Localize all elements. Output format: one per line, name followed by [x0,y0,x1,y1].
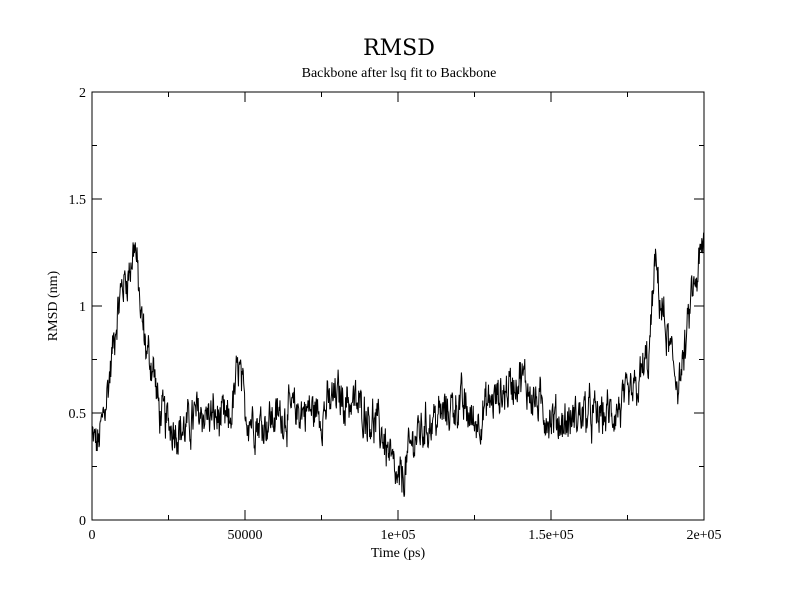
x-tick-label: 1e+05 [380,528,415,543]
plot-frame [91,91,705,521]
y-axis-ticks: 0 0.5 1 1.5 2 [69,86,704,529]
rmsd-series-line [91,232,705,497]
y-tick-label: 0 [79,514,86,529]
y-tick-label: 0.5 [69,407,87,422]
x-tick-label: 50000 [228,528,263,543]
y-tick-label: 2 [79,86,86,101]
y-axis-label: RMSD (nm) [46,270,61,341]
chart-subtitle: Backbone after lsq fit to Backbone [302,66,497,81]
x-tick-label: 2e+05 [686,528,721,543]
x-tick-label: 0 [89,528,96,543]
x-tick-label: 1.5e+05 [528,528,574,543]
y-tick-label: 1 [79,300,86,315]
y-tick-label: 1.5 [69,193,87,208]
x-axis-ticks: 0 50000 1e+05 1.5e+05 2e+05 [89,92,722,543]
chart-title: RMSD [363,36,435,61]
x-axis-label: Time (ps) [371,546,426,561]
